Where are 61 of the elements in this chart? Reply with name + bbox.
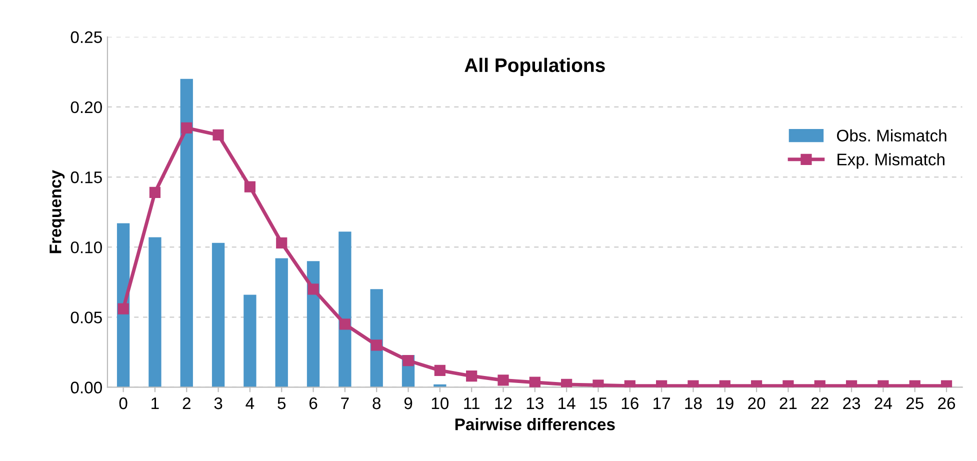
bar — [275, 258, 288, 388]
x-tick-label: 19 — [716, 397, 734, 410]
x-axis-title: Pairwise differences — [455, 418, 615, 430]
bar — [116, 223, 130, 388]
x-tick-label: 26 — [938, 397, 956, 410]
x-tick-label: 17 — [654, 398, 670, 410]
bar — [338, 232, 352, 388]
x-tick-label: 21 — [780, 397, 797, 410]
x-tick-label: 9 — [404, 397, 412, 410]
bar — [212, 242, 225, 388]
point — [276, 237, 288, 248]
x-tick-label: 8 — [372, 397, 381, 410]
x-tick-label: 6 — [309, 397, 318, 410]
x-tick-label: 2 — [182, 397, 190, 410]
point — [339, 318, 350, 330]
y-tick-label: 0.10 — [70, 241, 102, 254]
x-tick-label: 14 — [558, 398, 576, 410]
y-tick-label: 0.25 — [70, 31, 102, 44]
x-tick-label: 11 — [464, 398, 480, 410]
bar — [180, 78, 193, 388]
point — [466, 370, 478, 382]
x-tick-label: 23 — [843, 397, 860, 410]
point — [118, 303, 129, 314]
point — [308, 284, 319, 295]
text: All Populations — [464, 58, 605, 76]
y-tick-label: 0.20 — [70, 101, 102, 114]
point — [371, 340, 382, 351]
bar — [244, 294, 256, 388]
x-tick-label: 24 — [874, 397, 892, 410]
legend-label: Exp. Mismatch — [838, 153, 944, 169]
point — [561, 378, 572, 388]
legend-label: Obs. Mismatch — [837, 129, 946, 142]
x-tick-label: 1 — [152, 398, 159, 410]
x-tick-label: 7 — [341, 398, 349, 410]
y-tick-label: 0.00 — [70, 382, 102, 394]
bar — [148, 237, 162, 388]
x-tick-label: 25 — [906, 397, 924, 410]
x-tick-label: 12 — [495, 397, 512, 410]
bar — [370, 289, 383, 388]
x-tick-label: 20 — [748, 397, 766, 410]
x-tick-label: 5 — [278, 398, 286, 410]
point — [402, 355, 414, 366]
x-tick-label: 0 — [119, 397, 128, 410]
point — [212, 129, 224, 141]
y-axis-title: Frequency — [50, 170, 65, 254]
y-tick-label: 0.05 — [70, 312, 102, 324]
x-tick-label: 15 — [590, 398, 607, 410]
x-tick-label: 22 — [811, 397, 828, 410]
x-tick-label: 13 — [526, 397, 544, 410]
y-tick-label: 0.15 — [70, 171, 102, 184]
x-tick-label: 4 — [246, 398, 254, 410]
point — [149, 186, 161, 198]
point — [529, 376, 540, 388]
point — [434, 364, 446, 376]
point — [244, 181, 256, 192]
x-tick-label: 10 — [432, 397, 449, 410]
point — [181, 122, 192, 134]
point — [498, 374, 509, 386]
x-tick-label: 16 — [622, 397, 638, 410]
x-tick-label: 3 — [214, 397, 222, 410]
x-tick-label: 18 — [685, 397, 702, 410]
